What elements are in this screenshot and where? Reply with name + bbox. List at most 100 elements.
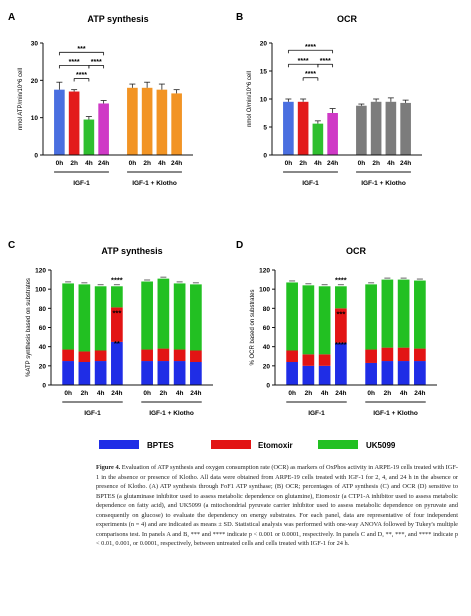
chart-a-sig-label-2: **** (91, 59, 102, 66)
chart-c-y-tick-label-4: 80 (39, 306, 47, 313)
chart-a-sig-label-3: **** (76, 72, 87, 79)
chart-d-x-tick-label-6: 4h (400, 390, 408, 397)
chart-b-bar-0 (283, 101, 294, 155)
chart-c-y-tick-label-5: 100 (35, 287, 46, 294)
chart-c-bar-6-etomoxir (173, 349, 186, 362)
chart-a-bar-7 (171, 93, 182, 155)
chart-d-bar-1-uk5099 (302, 285, 315, 355)
chart-a-bar-0 (54, 89, 65, 155)
chart-d-bar-2-uk5099 (318, 286, 331, 355)
chart-a-bar-1 (68, 91, 80, 155)
chart-c-x-tick-label-6: 4h (176, 390, 184, 397)
chart-a-x-tick-label-2: 4h (85, 160, 93, 167)
chart-d-bar-5-bptes (381, 361, 394, 385)
chart-b-group-label-1: IGF-1 + Klotho (361, 180, 406, 187)
chart-a-bar-2 (83, 119, 95, 155)
chart-d-x-tick-label-0: 0h (288, 390, 296, 397)
chart-d-y-tick-label-6: 120 (259, 268, 270, 275)
chart-c-bar-3-etomoxir (111, 307, 123, 342)
chart-c-x-tick-label-7: 24h (190, 390, 201, 397)
chart-c-x-tick-label-1: 2h (81, 390, 89, 397)
chart-c-bar-5-etomoxir (157, 348, 170, 362)
chart-b: OCR 0 5 10 15 20 nmol O/min/10^6 cell **** **** *… (247, 14, 422, 187)
chart-a-title: ATP synthesis (87, 14, 148, 24)
chart-b-x-tick-label-7: 24h (400, 160, 411, 167)
chart-b-y-tick-label-1: 5 (263, 125, 267, 132)
chart-c: ATP synthesis 0 20 40 60 80 100 120%ATP synthes… (26, 246, 213, 417)
legend-swatch-bptes (99, 440, 139, 449)
chart-d-bar-5-uk5099 (381, 279, 394, 348)
stack-legend: BPTES Etomoxir UK5099 (99, 440, 396, 450)
chart-c-bar-0-bptes (62, 361, 74, 385)
chart-c-bar-1-etomoxir (78, 351, 91, 362)
chart-a-x-tick-label-3: 24h (98, 160, 109, 167)
chart-d-bar-7-uk5099 (414, 280, 426, 349)
chart-d-bar-2-etomoxir (318, 354, 331, 366)
chart-d-y-tick-label-3: 60 (263, 325, 271, 332)
chart-c-x-tick-label-5: 2h (160, 390, 168, 397)
chart-b-y-tick-label-3: 15 (260, 69, 268, 76)
chart-c-y-tick-label-3: 60 (39, 325, 47, 332)
chart-c-y-tick-label-1: 20 (39, 363, 47, 370)
legend-label-uk5099: UK5099 (366, 441, 396, 450)
chart-b-y-label: nmol O/min/10^6 cell (247, 71, 253, 127)
chart-d-bar-3-etomoxir (335, 308, 347, 343)
chart-a-group-label-1: IGF-1 + Klotho (132, 180, 177, 187)
chart-d-bar-6-bptes (397, 361, 410, 385)
chart-b-y-tick-label-0: 0 (263, 153, 267, 160)
chart-a-group-label-0: IGF-1 (73, 180, 90, 187)
chart-c-annotation-1: *** (112, 308, 121, 317)
chart-a-y-label: nmol ATP/min/10^6 cell (18, 68, 24, 130)
chart-c-bar-7-etomoxir (190, 350, 202, 362)
chart-d-y-label: % OCR based on substrates (250, 289, 256, 365)
chart-a-y-tick-label-2: 20 (31, 78, 39, 85)
chart-d-group-label-0: IGF-1 (308, 410, 325, 417)
panel-letter-a: A (8, 12, 15, 23)
chart-c-title: ATP synthesis (101, 246, 162, 256)
chart-a-x-tick-label-0: 0h (56, 160, 64, 167)
chart-c-annotation-0: **** (111, 275, 123, 284)
chart-d-bar-4-bptes (365, 362, 377, 385)
chart-c-group-label-1: IGF-1 + Klotho (149, 410, 194, 417)
chart-b-bar-4 (356, 105, 367, 155)
chart-a-y-tick-label-3: 30 (31, 41, 39, 48)
legend-label-bptes: BPTES (147, 441, 174, 450)
chart-d: OCR 0 20 40 60 80 100 120 % OCR based on substra… (250, 246, 437, 417)
chart-b-group-label-0: IGF-1 (302, 180, 319, 187)
chart-c-bar-4-etomoxir (141, 349, 153, 362)
chart-b-sig-label-3: **** (305, 71, 316, 78)
chart-c-bar-5-uk5099 (157, 278, 170, 349)
legend-swatch-uk5099 (318, 440, 358, 449)
chart-c-x-tick-label-0: 0h (64, 390, 72, 397)
chart-d-annotation-1: *** (336, 309, 345, 318)
chart-c-bar-7-bptes (190, 362, 202, 385)
chart-b-bar-3 (327, 113, 338, 155)
chart-b-x-tick-label-5: 2h (372, 160, 380, 167)
chart-a-x-tick-label-4: 0h (129, 160, 137, 167)
chart-b-x-tick-label-1: 2h (299, 160, 307, 167)
legend-swatch-etomoxir (211, 440, 251, 449)
chart-d-y-tick-label-2: 40 (263, 344, 271, 351)
caption-text: Evaluation of ATP synthesis and oxygen c… (96, 464, 458, 547)
chart-c-y-label: %ATP synthesis based on substrates (26, 278, 32, 377)
chart-c-bar-0-etomoxir (62, 349, 74, 362)
chart-c-bar-5-bptes (157, 361, 170, 385)
chart-d-bar-6-etomoxir (397, 347, 410, 362)
chart-c-bar-1-uk5099 (78, 284, 91, 352)
panel-letter-c: C (8, 240, 15, 251)
chart-d-y-tick-label-4: 80 (263, 306, 271, 313)
chart-d-bar-6-uk5099 (397, 279, 410, 348)
chart-b-y-tick-label-2: 10 (260, 97, 268, 104)
chart-c-x-tick-label-4: 0h (143, 390, 151, 397)
chart-c-group-label-0: IGF-1 (84, 410, 101, 417)
chart-b-x-tick-label-2: 4h (314, 160, 322, 167)
chart-c-bar-2-etomoxir (94, 350, 107, 362)
chart-d-x-tick-label-3: 24h (335, 390, 346, 397)
chart-b-sig-label-1: **** (298, 58, 309, 65)
chart-d-annotation-2: **** (335, 340, 347, 349)
chart-b-x-tick-label-0: 0h (285, 160, 293, 167)
chart-d-bar-1-bptes (302, 365, 315, 385)
chart-d-bar-7-bptes (414, 361, 426, 385)
chart-a-sig-label-0: *** (77, 46, 85, 53)
